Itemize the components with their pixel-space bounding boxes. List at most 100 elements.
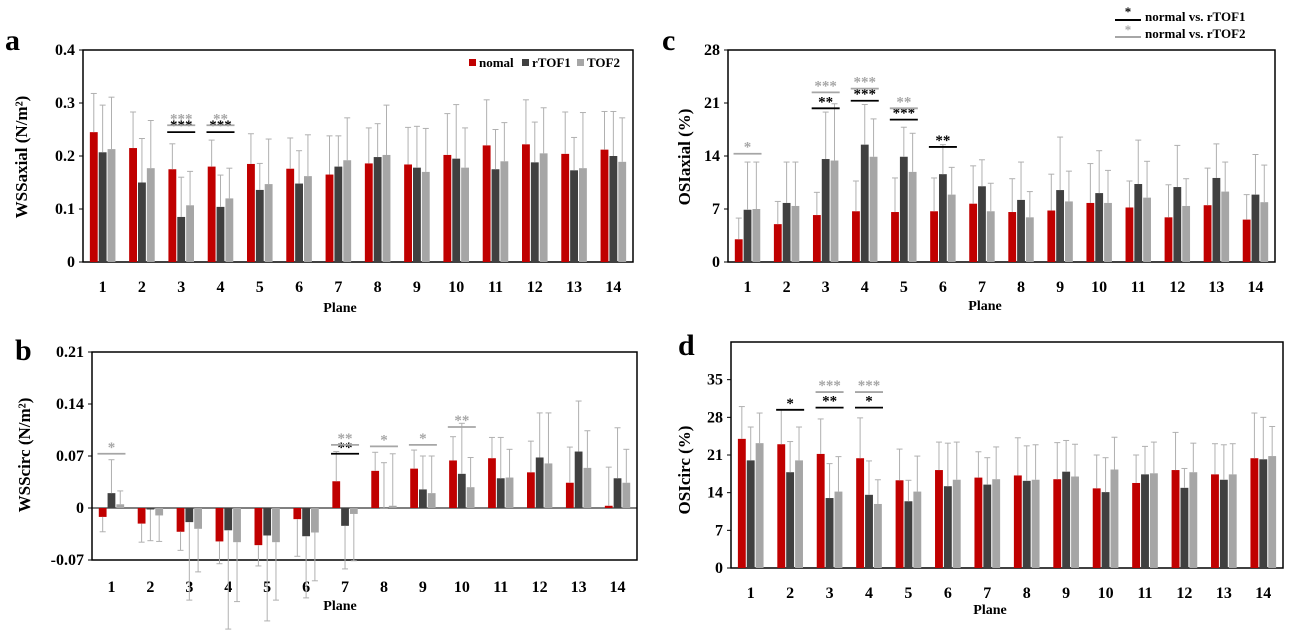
significance-stars: ** (818, 94, 833, 110)
y-tick-label: 35 (707, 372, 723, 389)
bar-TOF2-plane-2 (791, 205, 800, 262)
bar-rTOF1-plane-5 (263, 508, 272, 536)
significance-stars: * (744, 140, 752, 156)
x-tick-label: 7 (341, 579, 349, 596)
y-tick-label: 21 (707, 447, 723, 464)
bar-nomal-plane-10 (1086, 202, 1095, 262)
bar-rTOF1-plane-3 (185, 508, 194, 523)
bar-TOF2-plane-6 (311, 508, 319, 533)
x-tick-label: 14 (610, 579, 626, 596)
bar-TOF2-plane-4 (225, 198, 234, 262)
y-tick-label: 0 (67, 254, 75, 271)
bar-rTOF1-plane-8 (380, 508, 388, 509)
x-tick-label: 12 (1169, 279, 1185, 296)
x-tick-label: 3 (177, 279, 185, 296)
bar-rTOF1-plane-1 (743, 209, 752, 262)
significance-stars: ** (896, 94, 911, 110)
bar-rTOF1-plane-4 (224, 508, 233, 531)
x-tick-label: 14 (605, 279, 621, 296)
panel-b-letter: b (15, 334, 32, 367)
bar-nomal-plane-6 (286, 168, 295, 262)
significance-stars: ** (822, 394, 837, 410)
bar-TOF2-plane-2 (146, 168, 155, 262)
bar-nomal-plane-5 (247, 163, 255, 262)
bar-TOF2-plane-7 (992, 479, 1001, 568)
bar-rTOF1-plane-14 (613, 478, 622, 508)
significance-stars: *** (818, 378, 841, 394)
bar-nomal-plane-13 (565, 482, 574, 508)
bar-rTOF1-plane-6 (943, 486, 952, 568)
bar-nomal-plane-14 (1250, 458, 1259, 568)
bar-TOF2-plane-7 (343, 160, 352, 262)
legend-rtof1-swatch (522, 59, 529, 66)
bar-TOF2-plane-14 (618, 161, 627, 262)
x-tick-label: 11 (1131, 279, 1146, 296)
bar-rTOF1-plane-11 (491, 169, 500, 262)
y-tick-label: 14 (707, 485, 723, 502)
x-tick-label: 1 (744, 279, 752, 296)
bar-TOF2-plane-12 (544, 463, 553, 508)
legend-normal-label: nomal (479, 55, 514, 70)
bar-rTOF1-plane-13 (574, 451, 583, 508)
bar-TOF2-plane-13 (583, 467, 592, 508)
significance-stars: *** (814, 78, 837, 94)
bar-TOF2-plane-5 (913, 491, 922, 568)
significance-legend: * normal vs. rTOF1 * normal vs. rTOF2 (1115, 4, 1246, 41)
legend-sig1-mark: * (1125, 4, 1132, 19)
bar-rTOF1-plane-6 (295, 183, 303, 262)
bar-rTOF1-plane-7 (334, 166, 343, 262)
x-tick-label: 7 (334, 279, 342, 296)
bar-nomal-plane-12 (1171, 470, 1180, 568)
x-tick-label: 13 (571, 579, 587, 596)
bar-rTOF1-plane-9 (419, 489, 427, 508)
bar-rTOF1-plane-8 (1022, 480, 1031, 568)
y-tick-label: 0 (712, 254, 720, 271)
bar-TOF2-plane-1 (107, 149, 116, 262)
bar-TOF2-plane-10 (466, 487, 475, 508)
bar-nomal-plane-6 (930, 211, 938, 262)
bar-nomal-plane-13 (561, 153, 570, 262)
x-tick-label: 12 (532, 579, 548, 596)
bar-nomal-plane-14 (1242, 219, 1251, 262)
y-tick-label: 0 (76, 500, 84, 517)
x-tick-label: 10 (448, 279, 464, 296)
y-tick-label: 0.14 (56, 396, 84, 413)
bar-rTOF1-plane-1 (107, 493, 116, 508)
bar-rTOF1-plane-3 (821, 159, 830, 262)
bar-nomal-plane-13 (1211, 474, 1219, 568)
bar-nomal-plane-9 (1047, 210, 1056, 262)
bar-TOF2-plane-2 (155, 508, 164, 516)
bar-rTOF1-plane-4 (860, 144, 869, 262)
bar-TOF2-plane-1 (116, 504, 125, 508)
panel-c-letter: c (662, 24, 675, 57)
panel-b-ylabel: WSScirc (N/m²) (15, 398, 34, 513)
bar-nomal-plane-11 (1125, 207, 1134, 262)
legend-tof2-swatch (577, 59, 584, 66)
x-tick-label: 5 (256, 279, 264, 296)
bar-TOF2-plane-8 (382, 154, 391, 262)
y-tick-label: 0.07 (56, 448, 84, 465)
panel-b-xlabel: Plane (323, 599, 356, 614)
bar-rTOF1-plane-12 (1173, 187, 1182, 262)
bar-rTOF1-plane-11 (496, 478, 505, 508)
bar-TOF2-plane-1 (752, 209, 761, 262)
bar-nomal-plane-10 (449, 460, 457, 508)
bar-TOF2-plane-11 (1143, 197, 1151, 262)
significance-stars: *** (854, 75, 877, 91)
significance-stars: * (786, 396, 794, 412)
bar-TOF2-plane-5 (264, 184, 273, 262)
bar-nomal-plane-9 (1053, 479, 1062, 568)
x-tick-label: 5 (900, 279, 908, 296)
bar-rTOF1-plane-9 (1056, 190, 1065, 262)
bar-rTOF1-plane-2 (786, 472, 795, 568)
x-tick-label: 1 (747, 585, 755, 602)
bar-TOF2-plane-5 (908, 171, 917, 262)
y-tick-label: 14 (704, 148, 720, 165)
x-tick-label: 11 (1137, 585, 1152, 602)
bar-TOF2-plane-7 (986, 211, 995, 262)
bar-nomal-plane-3 (176, 508, 185, 532)
legend-sig2-label: normal vs. rTOF2 (1145, 26, 1246, 41)
bar-rTOF1-plane-10 (1101, 492, 1110, 568)
bar-rTOF1-plane-13 (570, 170, 578, 262)
